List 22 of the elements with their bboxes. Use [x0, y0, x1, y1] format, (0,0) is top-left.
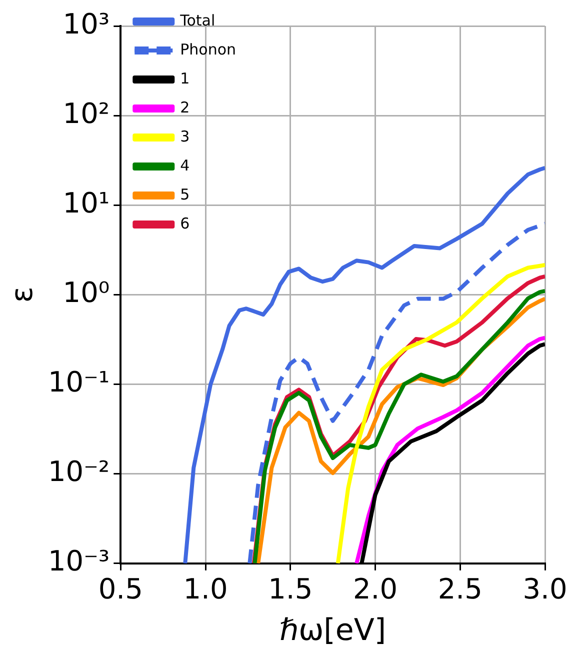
legend-label: Phonon	[180, 40, 236, 58]
y-axis-title: ε	[4, 286, 40, 303]
y-tick-label: 10⁻²	[48, 455, 110, 488]
legend-label: Total	[179, 11, 216, 30]
legend-label: 6	[180, 214, 190, 232]
x-tick-label: 1.0	[183, 572, 228, 606]
x-tick-label: 1.5	[268, 572, 313, 606]
x-tick-label: 2.5	[438, 572, 482, 606]
x-axis-title: ℏω[eV]	[280, 612, 386, 648]
y-tick-label: 10⁻¹	[48, 366, 110, 399]
x-tick-label: 2.0	[352, 572, 398, 606]
legend-label: 5	[180, 185, 190, 204]
legend-label: 2	[180, 98, 190, 116]
legend-label: 1	[180, 69, 190, 88]
y-tick-label: 10²	[62, 96, 110, 130]
legend-label: 4	[180, 156, 190, 174]
legend-label: 3	[180, 127, 190, 146]
x-tick-label: 3.0	[522, 572, 568, 606]
line-series	[248, 222, 545, 564]
y-tick-label: 10³	[62, 7, 110, 40]
y-tick-label: 10⁰	[62, 276, 110, 309]
y-tick-label: 10¹	[62, 186, 110, 220]
